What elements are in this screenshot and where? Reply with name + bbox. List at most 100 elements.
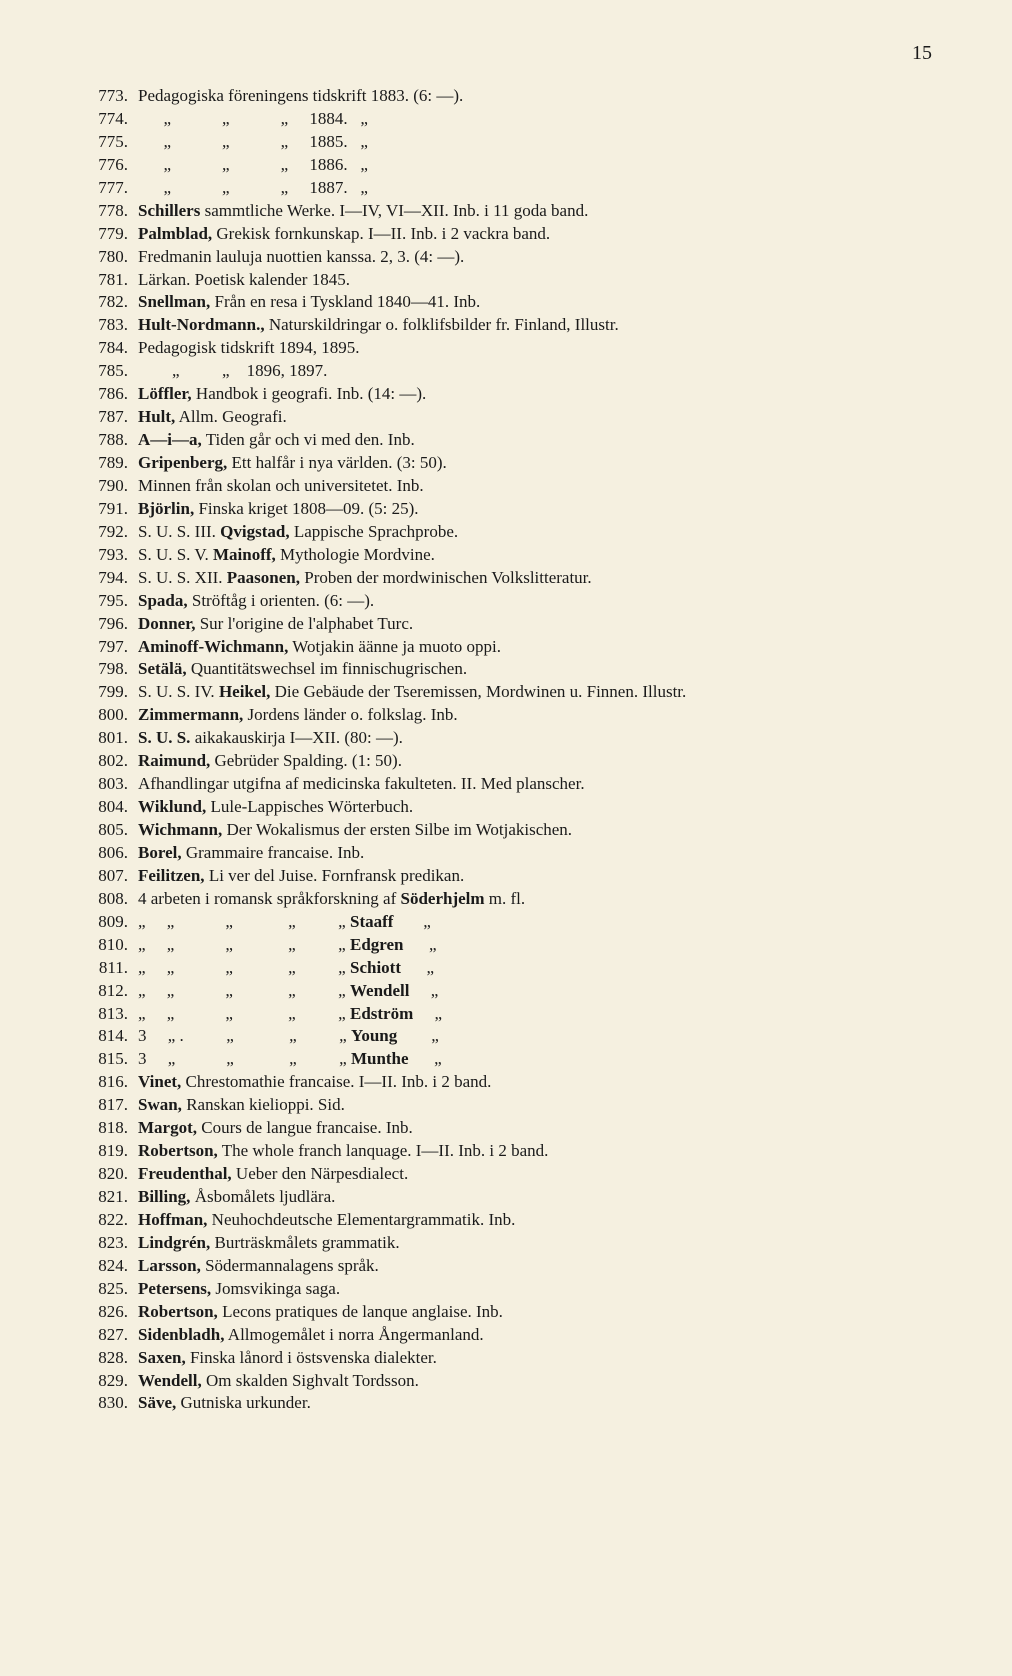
entry-text: „ „ „ „ „ Staaff „ bbox=[138, 911, 952, 934]
entry-number: 817. bbox=[80, 1094, 138, 1117]
entry-text: S. U. S. V. Mainoff, Mythologie Mordvine… bbox=[138, 544, 952, 567]
bibliography-entry: 799.S. U. S. IV. Heikel, Die Gebäude der… bbox=[80, 681, 952, 704]
bibliography-entry: 774. „ „ „ 1884. „ bbox=[80, 108, 952, 131]
entry-text: Billing, Åsbomålets ljudlära. bbox=[138, 1186, 952, 1209]
bibliography-entry: 830.Säve, Gutniska urkunder. bbox=[80, 1392, 952, 1415]
entry-number: 814. bbox=[80, 1025, 138, 1048]
bibliography-entry: 819.Robertson, The whole franch lanquage… bbox=[80, 1140, 952, 1163]
bibliography-entry: 821.Billing, Åsbomålets ljudlära. bbox=[80, 1186, 952, 1209]
bibliography-entry: 787.Hult, Allm. Geografi. bbox=[80, 406, 952, 429]
bibliography-entry: 785. „ „ 1896, 1897. bbox=[80, 360, 952, 383]
entry-text: „ „ „ 1886. „ bbox=[138, 154, 952, 177]
entry-number: 823. bbox=[80, 1232, 138, 1255]
entry-text: 4 arbeten i romansk språkforskning af Sö… bbox=[138, 888, 952, 911]
entry-number: 787. bbox=[80, 406, 138, 429]
entry-text: Robertson, The whole franch lanquage. I—… bbox=[138, 1140, 952, 1163]
entry-text: Pedagogisk tidskrift 1894, 1895. bbox=[138, 337, 952, 360]
bibliography-entry: 790.Minnen från skolan och universitetet… bbox=[80, 475, 952, 498]
entry-number: 784. bbox=[80, 337, 138, 360]
bibliography-entry: 797.Aminoff-Wichmann, Wotjakin äänne ja … bbox=[80, 636, 952, 659]
bibliography-entry: 808.4 arbeten i romansk språkforskning a… bbox=[80, 888, 952, 911]
bibliography-entry: 798.Setälä, Quantitätswechsel im finnisc… bbox=[80, 658, 952, 681]
entry-number: 822. bbox=[80, 1209, 138, 1232]
entry-text: Borel, Grammaire francaise. Inb. bbox=[138, 842, 952, 865]
entry-number: 791. bbox=[80, 498, 138, 521]
entry-text: Fredmanin lauluja nuottien kanssa. 2, 3.… bbox=[138, 246, 952, 269]
entry-number: 816. bbox=[80, 1071, 138, 1094]
entry-number: 776. bbox=[80, 154, 138, 177]
bibliography-entry: 825.Petersens, Jomsvikinga saga. bbox=[80, 1278, 952, 1301]
entry-number: 778. bbox=[80, 200, 138, 223]
bibliography-entry: 783.Hult-Nordmann., Naturskildringar o. … bbox=[80, 314, 952, 337]
entry-number: 779. bbox=[80, 223, 138, 246]
bibliography-entry: 800.Zimmermann, Jordens länder o. folksl… bbox=[80, 704, 952, 727]
entry-text: Wichmann, Der Wokalismus der ersten Silb… bbox=[138, 819, 952, 842]
bibliography-entry: 793.S. U. S. V. Mainoff, Mythologie Mord… bbox=[80, 544, 952, 567]
bibliography-entry: 795.Spada, Ströftåg i orienten. (6: —). bbox=[80, 590, 952, 613]
bibliography-entry: 802.Raimund, Gebrüder Spalding. (1: 50). bbox=[80, 750, 952, 773]
entry-text: Afhandlingar utgifna af medicinska fakul… bbox=[138, 773, 952, 796]
entry-number: 806. bbox=[80, 842, 138, 865]
entry-number: 774. bbox=[80, 108, 138, 131]
bibliography-entry: 817.Swan, Ranskan kielioppi. Sid. bbox=[80, 1094, 952, 1117]
entry-number: 827. bbox=[80, 1324, 138, 1347]
entry-text: Lindgrén, Burträskmålets grammatik. bbox=[138, 1232, 952, 1255]
bibliography-entry: 776. „ „ „ 1886. „ bbox=[80, 154, 952, 177]
entry-number: 783. bbox=[80, 314, 138, 337]
entry-text: Swan, Ranskan kielioppi. Sid. bbox=[138, 1094, 952, 1117]
entry-number: 825. bbox=[80, 1278, 138, 1301]
entry-number: 812. bbox=[80, 980, 138, 1003]
bibliography-entry: 788.A—i—a, Tiden går och vi med den. Inb… bbox=[80, 429, 952, 452]
bibliography-entry: 792.S. U. S. III. Qvigstad, Lappische Sp… bbox=[80, 521, 952, 544]
entry-number: 815. bbox=[80, 1048, 138, 1071]
entry-text: „ „ „ „ „ Edström „ bbox=[138, 1003, 952, 1026]
entry-text: Snellman, Från en resa i Tyskland 1840—4… bbox=[138, 291, 952, 314]
bibliography-entry: 826.Robertson, Lecons pratiques de lanqu… bbox=[80, 1301, 952, 1324]
entry-number: 773. bbox=[80, 85, 138, 108]
bibliography-entry: 796.Donner, Sur l'origine de l'alphabet … bbox=[80, 613, 952, 636]
bibliography-entry: 791.Björlin, Finska kriget 1808—09. (5: … bbox=[80, 498, 952, 521]
entry-text: „ „ „ „ „ Edgren „ bbox=[138, 934, 952, 957]
bibliography-entry: 820.Freudenthal, Ueber den Närpesdialect… bbox=[80, 1163, 952, 1186]
entry-number: 802. bbox=[80, 750, 138, 773]
bibliography-entry: 813.„ „ „ „ „ Edström „ bbox=[80, 1003, 952, 1026]
entry-number: 820. bbox=[80, 1163, 138, 1186]
entry-text: Aminoff-Wichmann, Wotjakin äänne ja muot… bbox=[138, 636, 952, 659]
entry-text: Larsson, Södermannalagens språk. bbox=[138, 1255, 952, 1278]
entry-number: 804. bbox=[80, 796, 138, 819]
bibliography-entry: 801.S. U. S. aikakauskirja I—XII. (80: —… bbox=[80, 727, 952, 750]
bibliography-entry: 777. „ „ „ 1887. „ bbox=[80, 177, 952, 200]
bibliography-entry: 804.Wiklund, Lule-Lappisches Wörterbuch. bbox=[80, 796, 952, 819]
bibliography-entry: 773.Pedagogiska föreningens tidskrift 18… bbox=[80, 85, 952, 108]
entry-number: 793. bbox=[80, 544, 138, 567]
entry-text: Margot, Cours de langue francaise. Inb. bbox=[138, 1117, 952, 1140]
entry-number: 797. bbox=[80, 636, 138, 659]
entry-number: 808. bbox=[80, 888, 138, 911]
bibliography-entry: 812.„ „ „ „ „ Wendell „ bbox=[80, 980, 952, 1003]
entry-text: Vinet, Chrestomathie francaise. I—II. In… bbox=[138, 1071, 952, 1094]
bibliography-entry: 810.„ „ „ „ „ Edgren „ bbox=[80, 934, 952, 957]
entry-text: Wendell, Om skalden Sighvalt Tordsson. bbox=[138, 1370, 952, 1393]
entry-number: 792. bbox=[80, 521, 138, 544]
entry-number: 829. bbox=[80, 1370, 138, 1393]
entry-number: 826. bbox=[80, 1301, 138, 1324]
entry-text: Hoffman, Neuhochdeutsche Elementargramma… bbox=[138, 1209, 952, 1232]
entry-number: 830. bbox=[80, 1392, 138, 1415]
bibliography-entry: 814.3 „ . „ „ „ Young „ bbox=[80, 1025, 952, 1048]
bibliography-entry: 782.Snellman, Från en resa i Tyskland 18… bbox=[80, 291, 952, 314]
entry-text: „ „ „ 1884. „ bbox=[138, 108, 952, 131]
entry-text: 3 „ „ „ „ Munthe „ bbox=[138, 1048, 952, 1071]
entry-text: „ „ 1896, 1897. bbox=[138, 360, 952, 383]
entry-number: 800. bbox=[80, 704, 138, 727]
entry-text: Lärkan. Poetisk kalender 1845. bbox=[138, 269, 952, 292]
entry-text: „ „ „ 1887. „ bbox=[138, 177, 952, 200]
bibliography-entry: 803.Afhandlingar utgifna af medicinska f… bbox=[80, 773, 952, 796]
entry-number: 805. bbox=[80, 819, 138, 842]
entry-text: „ „ „ „ „ Wendell „ bbox=[138, 980, 952, 1003]
entry-text: Schillers sammtliche Werke. I—IV, VI—XII… bbox=[138, 200, 952, 223]
entry-number: 780. bbox=[80, 246, 138, 269]
bibliography-entry: 823.Lindgrén, Burträskmålets grammatik. bbox=[80, 1232, 952, 1255]
entry-number: 795. bbox=[80, 590, 138, 613]
entry-text: Petersens, Jomsvikinga saga. bbox=[138, 1278, 952, 1301]
entry-number: 807. bbox=[80, 865, 138, 888]
